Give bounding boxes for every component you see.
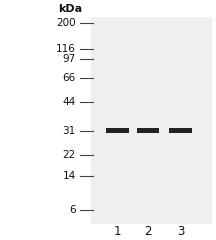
Text: 116: 116: [56, 44, 76, 54]
Text: 44: 44: [62, 97, 76, 107]
Text: 3: 3: [177, 225, 184, 238]
Text: 1: 1: [114, 225, 121, 238]
Text: 2: 2: [144, 225, 152, 238]
Text: 31: 31: [62, 126, 76, 136]
Text: 22: 22: [62, 150, 76, 160]
Text: 14: 14: [62, 171, 76, 181]
Text: 6: 6: [69, 205, 76, 215]
Bar: [91, 17, 212, 224]
Bar: [137, 128, 159, 133]
Text: 66: 66: [62, 73, 76, 83]
Text: kDa: kDa: [58, 4, 82, 14]
Bar: [169, 128, 192, 133]
Bar: [106, 128, 129, 133]
Text: 200: 200: [56, 18, 76, 28]
Text: 97: 97: [62, 54, 76, 64]
